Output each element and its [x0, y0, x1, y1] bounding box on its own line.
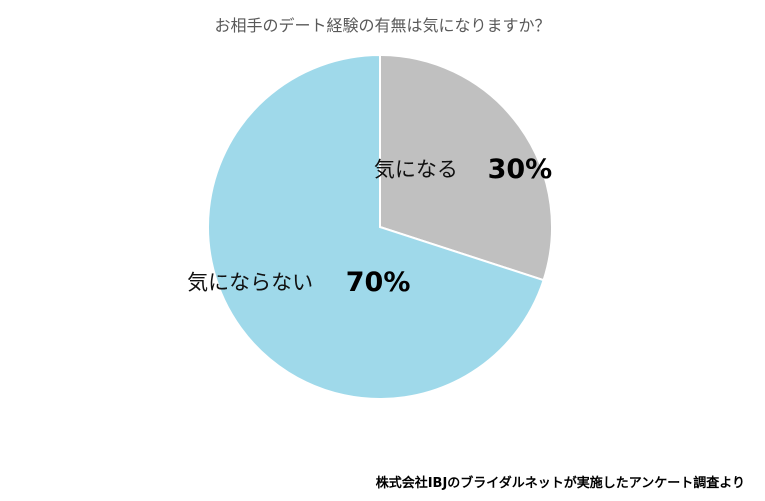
slice-value-2: 70%: [346, 267, 411, 298]
slice-value-1: 30%: [488, 154, 553, 185]
pie-slice-1: [379, 53, 553, 282]
slice-label-2: 気にならない: [187, 271, 313, 295]
pie-slices: [206, 53, 553, 400]
slice-label-1: 気になる: [374, 157, 458, 181]
pie-slice-2: [206, 53, 545, 400]
chart-title: お相手のデート経験の有無は気になりますか？: [214, 16, 551, 35]
pie-labels: 気になる 30% 気にならない 70%: [187, 154, 552, 298]
source-note: 株式会社IBJのブライダルネットが実施したアンケート調査より: [375, 476, 745, 491]
